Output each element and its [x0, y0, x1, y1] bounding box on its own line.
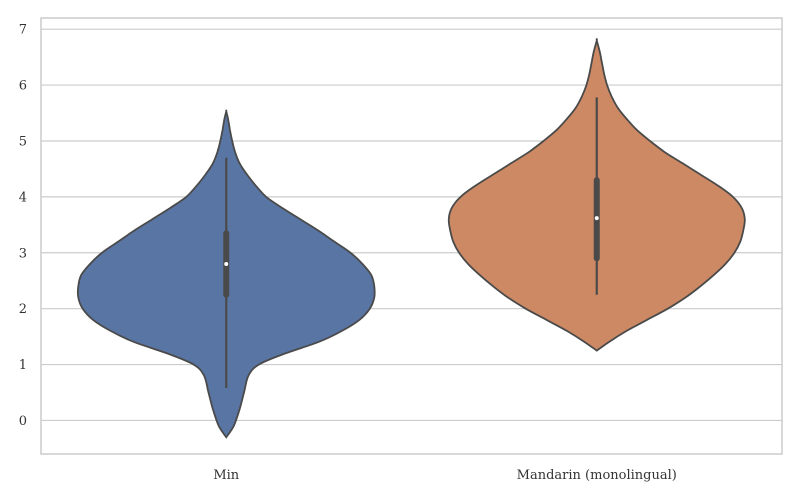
y-tick-label: 4 — [19, 190, 27, 205]
plot-frame — [40, 17, 783, 455]
x-tick-label: Mandarin (monolingual) — [517, 468, 677, 483]
y-tick-label: 7 — [19, 23, 27, 38]
violin-0 — [76, 109, 376, 439]
y-tick-label: 5 — [19, 134, 27, 149]
y-tick-label: 1 — [19, 358, 27, 373]
y-axis-ticks: 0 1 2 3 4 5 6 7 — [19, 23, 27, 429]
y-tick-label: 3 — [19, 246, 27, 261]
median-point — [594, 216, 599, 221]
x-axis-ticks: Min Mandarin (monolingual) — [213, 468, 677, 483]
violin-1 — [447, 38, 746, 352]
x-tick-label: Min — [213, 468, 239, 483]
y-tick-label: 0 — [19, 414, 27, 429]
y-tick-label: 2 — [19, 302, 27, 317]
median-point — [224, 261, 229, 266]
violin-layer — [76, 38, 746, 439]
y-tick-label: 6 — [19, 79, 27, 94]
